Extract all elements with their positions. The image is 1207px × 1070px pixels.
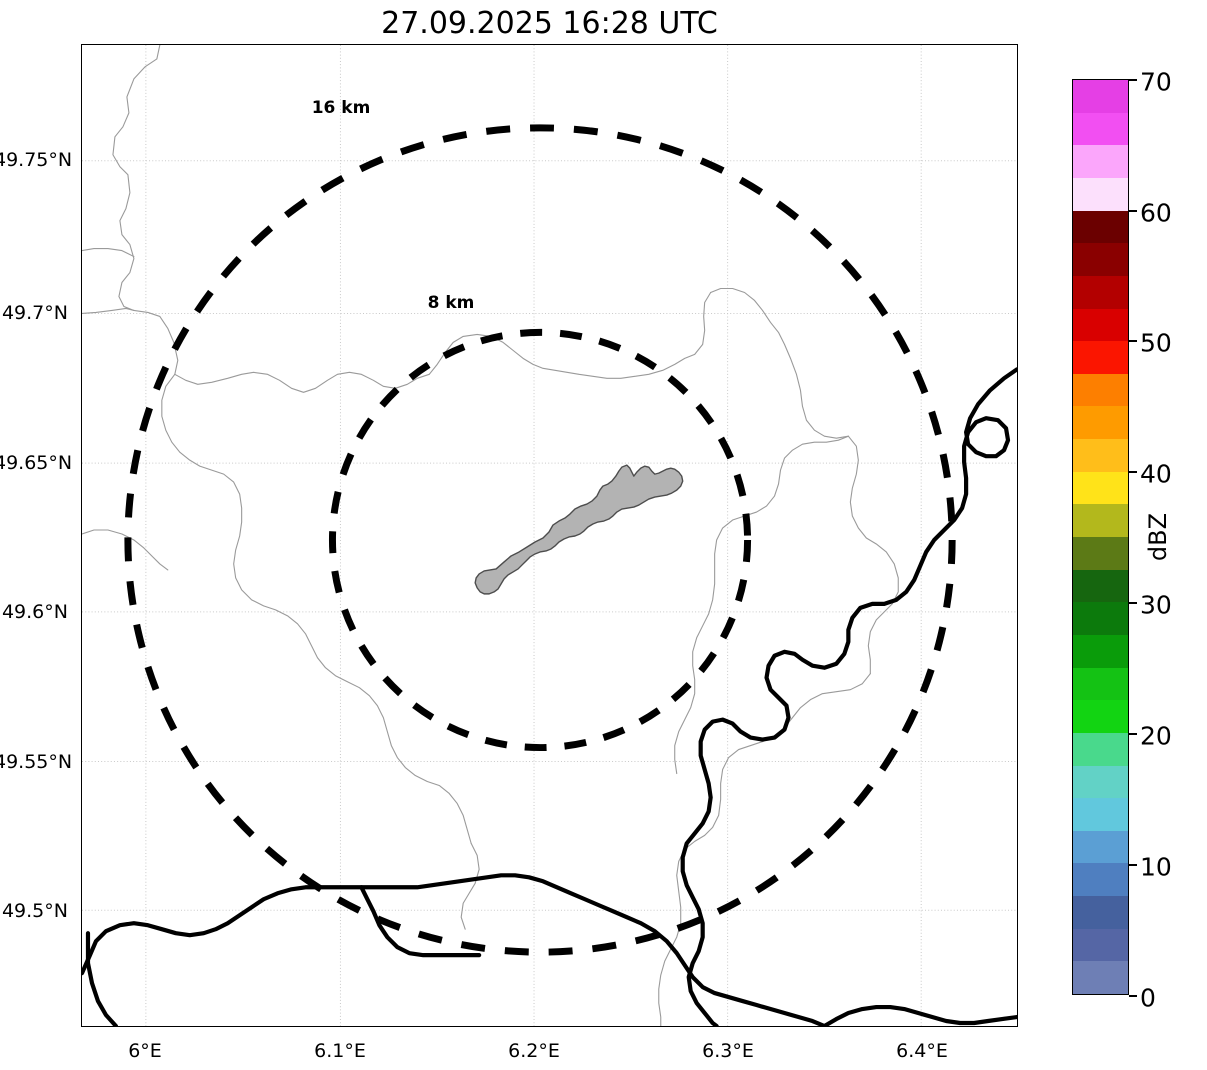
colorbar-band bbox=[1073, 471, 1128, 505]
colorbar-band bbox=[1073, 569, 1128, 603]
x-axis-tick-labels: 6°E 6.1°E 6.2°E 6.3°E 6.4°E bbox=[0, 1030, 1207, 1070]
colorbar-tick-label: 60 bbox=[1140, 198, 1172, 228]
colorbar-band bbox=[1073, 243, 1128, 276]
colorbar-tick-label: 30 bbox=[1140, 590, 1172, 620]
range-ring-16km bbox=[124, 124, 956, 956]
y-tick-label: 49.75°N bbox=[0, 149, 73, 171]
colorbar-band bbox=[1073, 308, 1128, 342]
colorbar-band bbox=[1073, 112, 1128, 146]
colorbar-band bbox=[1073, 177, 1128, 211]
colorbar-band bbox=[1073, 765, 1128, 799]
colorbar-tick-label: 10 bbox=[1140, 852, 1172, 882]
colorbar-tick-mark bbox=[1129, 602, 1137, 604]
colorbar-band bbox=[1073, 145, 1128, 178]
colorbar-band bbox=[1073, 961, 1128, 994]
colorbar-tick-label: 40 bbox=[1140, 459, 1172, 489]
colorbar-band bbox=[1073, 341, 1128, 374]
colorbar-tick-mark bbox=[1129, 471, 1137, 473]
radar-map-axes[interactable]: 16 km 8 km bbox=[81, 44, 1018, 1027]
colorbar-tick-mark bbox=[1129, 79, 1137, 81]
y-tick-label: 49.65°N bbox=[0, 452, 73, 474]
national-borders bbox=[82, 367, 1017, 1026]
x-tick-label: 6.1°E bbox=[314, 1040, 366, 1062]
colorbar-tick-label: 0 bbox=[1140, 983, 1156, 1013]
x-tick-label: 6.3°E bbox=[702, 1040, 754, 1062]
colorbar-band bbox=[1073, 406, 1128, 440]
colorbar-band bbox=[1073, 798, 1128, 831]
colorbar-tick-mark bbox=[1129, 864, 1137, 866]
colorbar-band bbox=[1073, 863, 1128, 897]
colorbar-band bbox=[1073, 700, 1128, 733]
y-tick-label: 49.7°N bbox=[1, 302, 68, 324]
colorbar-band bbox=[1073, 602, 1128, 635]
y-axis-tick-labels: 49.75°N 49.7°N 49.65°N 49.6°N 49.55°N 49… bbox=[0, 0, 74, 1064]
range-ring-label-16km: 16 km bbox=[311, 98, 371, 118]
colorbar-tick-mark bbox=[1129, 995, 1137, 997]
map-canvas bbox=[82, 45, 1017, 1026]
y-tick-label: 49.55°N bbox=[0, 751, 73, 773]
colorbar-band bbox=[1073, 896, 1128, 929]
colorbar-tick-mark bbox=[1129, 733, 1137, 735]
admin-boundaries bbox=[82, 45, 899, 1026]
colorbar-band bbox=[1073, 504, 1128, 537]
colorbar-band bbox=[1073, 732, 1128, 766]
colorbar-band bbox=[1073, 210, 1128, 244]
city-area-polygon bbox=[474, 464, 684, 595]
colorbar-band bbox=[1073, 928, 1128, 962]
y-tick-label: 49.5°N bbox=[1, 900, 68, 922]
colorbar-tick-labels: 70 60 50 40 30 20 10 0 bbox=[1129, 0, 1207, 1064]
colorbar-band bbox=[1073, 830, 1128, 864]
x-tick-label: 6°E bbox=[128, 1040, 162, 1062]
colorbar-tick-label: 70 bbox=[1140, 67, 1172, 97]
colorbar-band bbox=[1073, 373, 1128, 407]
colorbar-tick-label: 20 bbox=[1140, 721, 1172, 751]
colorbar-axis-label: dBZ bbox=[1144, 512, 1172, 562]
x-tick-label: 6.4°E bbox=[896, 1040, 948, 1062]
colorbar-band bbox=[1073, 667, 1128, 701]
colorbar-band bbox=[1073, 537, 1128, 570]
range-ring-label-8km: 8 km bbox=[427, 293, 475, 313]
colorbar[interactable] bbox=[1072, 79, 1129, 995]
colorbar-tick-mark bbox=[1129, 210, 1137, 212]
y-tick-label: 49.6°N bbox=[1, 601, 68, 623]
range-ring-8km bbox=[328, 328, 752, 752]
colorbar-band bbox=[1073, 634, 1128, 668]
page-title: 27.09.2025 16:28 UTC bbox=[381, 6, 718, 41]
colorbar-band bbox=[1073, 80, 1128, 113]
colorbar-band bbox=[1073, 439, 1128, 472]
colorbar-tick-mark bbox=[1129, 340, 1137, 342]
gridlines bbox=[82, 45, 1017, 1026]
x-tick-label: 6.2°E bbox=[508, 1040, 560, 1062]
colorbar-band bbox=[1073, 275, 1128, 309]
colorbar-tick-label: 50 bbox=[1140, 328, 1172, 358]
